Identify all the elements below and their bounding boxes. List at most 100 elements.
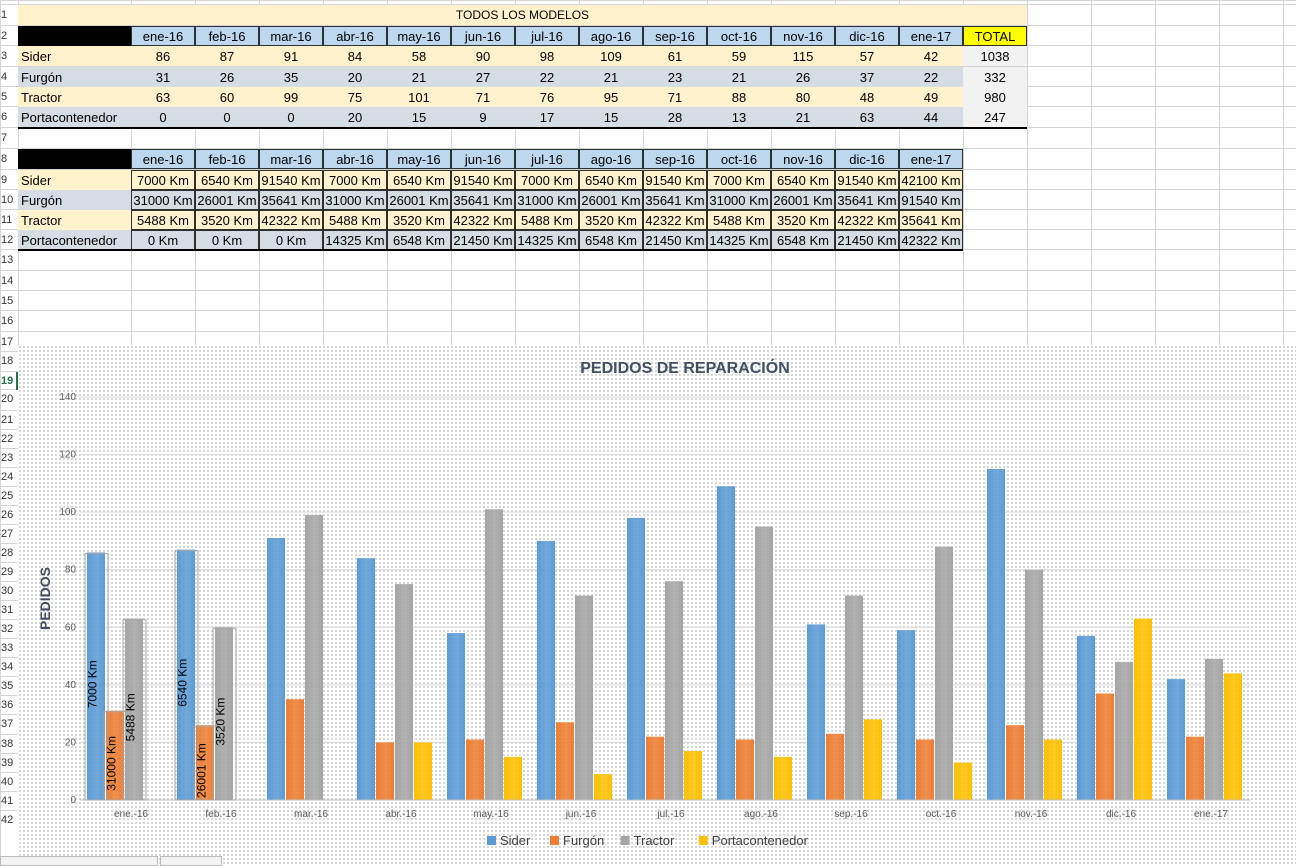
data-cell[interactable]: 71 bbox=[451, 87, 515, 107]
data-cell[interactable]: 27 bbox=[451, 67, 515, 87]
month-header[interactable]: ene-17 bbox=[899, 26, 963, 46]
row-label[interactable]: Portacontenedor bbox=[18, 230, 131, 250]
data-cell[interactable]: 5488 Km bbox=[131, 210, 195, 230]
data-cell[interactable]: 31000 Km bbox=[515, 190, 579, 210]
data-cell[interactable]: 35641 Km bbox=[259, 190, 323, 210]
row-header[interactable]: 26 bbox=[1, 509, 14, 521]
data-cell[interactable]: 60 bbox=[195, 87, 259, 107]
row-header[interactable]: 7 bbox=[1, 132, 8, 144]
row-header[interactable]: 4 bbox=[1, 71, 8, 83]
data-cell[interactable]: 42322 Km bbox=[643, 210, 707, 230]
data-cell[interactable]: 115 bbox=[771, 46, 835, 66]
bar-sider[interactable] bbox=[1077, 635, 1095, 800]
bar-portacontenedor[interactable] bbox=[1224, 673, 1242, 800]
data-cell[interactable]: 84 bbox=[323, 46, 387, 66]
month-header[interactable]: jul-16 bbox=[515, 149, 579, 169]
row-header[interactable]: 24 bbox=[1, 471, 14, 483]
data-cell[interactable]: 63 bbox=[835, 107, 899, 127]
month-header[interactable]: abr-16 bbox=[323, 149, 387, 169]
data-cell[interactable]: 76 bbox=[515, 87, 579, 107]
row-header[interactable]: 11 bbox=[1, 214, 13, 226]
data-cell[interactable]: 21450 Km bbox=[643, 230, 707, 250]
bar-tractor[interactable] bbox=[215, 627, 233, 800]
row-header[interactable]: 22 bbox=[1, 433, 14, 445]
bar-sider[interactable] bbox=[717, 486, 735, 800]
data-cell[interactable]: 57 bbox=[835, 46, 899, 66]
data-cell[interactable]: 0 Km bbox=[195, 230, 259, 250]
bar-portacontenedor[interactable] bbox=[774, 756, 792, 800]
row-header[interactable]: 32 bbox=[1, 623, 14, 635]
row-header[interactable]: 10 bbox=[1, 194, 14, 206]
bar-sider[interactable] bbox=[357, 558, 375, 800]
data-cell[interactable]: 6540 Km bbox=[387, 170, 451, 190]
data-cell[interactable]: 3520 Km bbox=[387, 210, 451, 230]
bar-furgón[interactable] bbox=[646, 736, 664, 800]
data-cell[interactable]: 5488 Km bbox=[323, 210, 387, 230]
sheet-tab-bar[interactable] bbox=[0, 856, 158, 866]
row-header[interactable]: 17 bbox=[1, 336, 14, 348]
data-cell[interactable]: 21450 Km bbox=[451, 230, 515, 250]
bar-sider[interactable] bbox=[627, 517, 645, 800]
data-cell[interactable]: 42 bbox=[899, 46, 963, 66]
data-cell[interactable]: 87 bbox=[195, 46, 259, 66]
data-cell[interactable]: 91540 Km bbox=[451, 170, 515, 190]
data-cell[interactable]: 26001 Km bbox=[771, 190, 835, 210]
bar-furgón[interactable] bbox=[736, 739, 754, 800]
data-cell[interactable]: 6540 Km bbox=[195, 170, 259, 190]
data-cell[interactable]: 91540 Km bbox=[835, 170, 899, 190]
data-cell[interactable]: 21 bbox=[771, 107, 835, 127]
row-header[interactable]: 23 bbox=[1, 452, 14, 464]
bar-tractor[interactable] bbox=[1205, 658, 1223, 800]
data-cell[interactable]: 63 bbox=[131, 87, 195, 107]
data-cell[interactable]: 21 bbox=[387, 67, 451, 87]
data-cell[interactable]: 0 bbox=[131, 107, 195, 127]
month-header[interactable]: dic-16 bbox=[835, 149, 899, 169]
data-cell[interactable]: 23 bbox=[643, 67, 707, 87]
row-header[interactable]: 25 bbox=[1, 490, 14, 502]
bar-sider[interactable] bbox=[1167, 679, 1185, 800]
month-header[interactable]: nov-16 bbox=[771, 26, 835, 46]
bar-furgón[interactable] bbox=[556, 722, 574, 800]
month-header[interactable]: ago-16 bbox=[579, 26, 643, 46]
row-header[interactable]: 18 bbox=[1, 355, 14, 367]
row-header[interactable]: 15 bbox=[1, 295, 14, 307]
data-cell[interactable]: 6548 Km bbox=[387, 230, 451, 250]
month-header[interactable]: abr-16 bbox=[323, 26, 387, 46]
row-header[interactable]: 41 bbox=[1, 795, 14, 807]
data-cell[interactable]: 35641 Km bbox=[451, 190, 515, 210]
bar-furgón[interactable] bbox=[826, 733, 844, 800]
bar-tractor[interactable] bbox=[125, 618, 143, 800]
bar-furgón[interactable] bbox=[196, 725, 214, 800]
row-header[interactable]: 14 bbox=[1, 275, 14, 287]
data-cell[interactable]: 48 bbox=[835, 87, 899, 107]
month-header[interactable]: jun-16 bbox=[451, 149, 515, 169]
month-header[interactable]: oct-16 bbox=[707, 26, 771, 46]
data-cell[interactable]: 26 bbox=[771, 67, 835, 87]
data-cell[interactable]: 75 bbox=[323, 87, 387, 107]
data-label[interactable]: 5488 Km bbox=[124, 693, 138, 741]
bar-portacontenedor[interactable] bbox=[864, 719, 882, 800]
chart-area[interactable]: PEDIDOS DE REPARACIÓN 0 20 40 60 80 100 120 140 P… bbox=[18, 345, 1296, 864]
row-label[interactable]: Furgón bbox=[18, 190, 131, 210]
data-cell[interactable]: 28 bbox=[643, 107, 707, 127]
data-cell[interactable]: 31000 Km bbox=[707, 190, 771, 210]
row-header[interactable]: 34 bbox=[1, 661, 14, 673]
row-header[interactable]: 2 bbox=[1, 30, 8, 42]
row-header[interactable]: 16 bbox=[1, 315, 14, 327]
row-header[interactable]: 39 bbox=[1, 757, 14, 769]
data-cell[interactable]: 21 bbox=[707, 67, 771, 87]
bar-sider[interactable] bbox=[87, 552, 105, 800]
bar-tractor[interactable] bbox=[1025, 569, 1043, 800]
data-cell[interactable]: 98 bbox=[515, 46, 579, 66]
data-cell[interactable]: 9 bbox=[451, 107, 515, 127]
data-cell[interactable]: 6540 Km bbox=[771, 170, 835, 190]
row-header[interactable]: 19 bbox=[0, 372, 18, 390]
data-cell[interactable]: 42322 Km bbox=[835, 210, 899, 230]
data-cell[interactable]: 90 bbox=[451, 46, 515, 66]
data-cell[interactable]: 7000 Km bbox=[323, 170, 387, 190]
data-cell[interactable]: 5488 Km bbox=[515, 210, 579, 230]
row-header[interactable]: 29 bbox=[1, 566, 14, 578]
month-header[interactable]: feb-16 bbox=[195, 149, 259, 169]
data-cell[interactable]: 59 bbox=[707, 46, 771, 66]
table-title[interactable]: TODOS LOS MODELOS bbox=[18, 5, 1027, 25]
